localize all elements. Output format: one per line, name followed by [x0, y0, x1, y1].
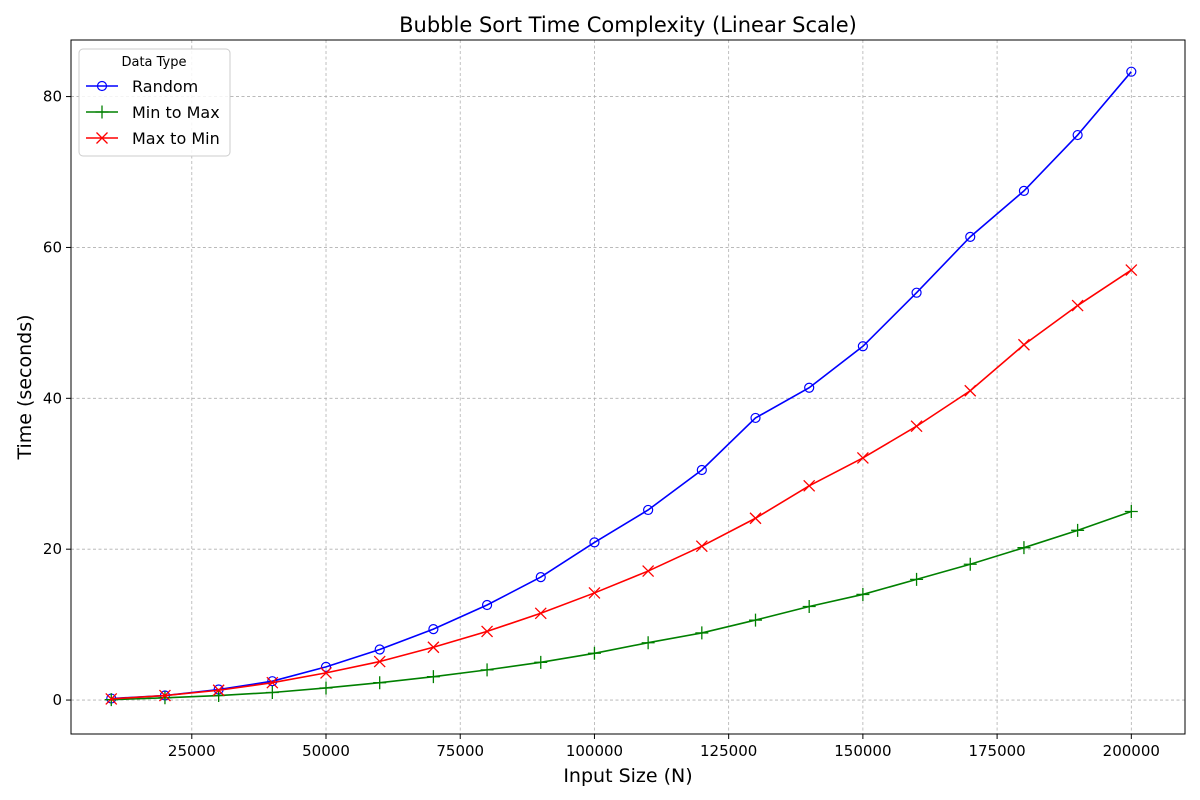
- data-point: [1071, 299, 1084, 312]
- y-tick-label: 20: [43, 540, 62, 558]
- x-axis-ticks: 25000 50000 75000 100000 125000 150000 175000 2…: [168, 734, 1160, 760]
- data-point: [534, 655, 548, 669]
- data-point: [481, 599, 493, 611]
- legend: Data Type Random Min to Max Max to Min: [78, 48, 231, 157]
- data-point: [320, 661, 332, 672]
- data-point: [1125, 264, 1138, 277]
- data-point: [963, 557, 977, 571]
- y-axis-title: Time (seconds): [14, 314, 36, 460]
- series-layer: [104, 66, 1138, 707]
- data-point: [589, 537, 600, 548]
- data-point: [534, 607, 547, 620]
- data-point: [319, 681, 333, 695]
- data-point: [1018, 185, 1030, 196]
- data-point: [588, 586, 601, 599]
- x-tick-label: 50000: [302, 742, 350, 760]
- x-tick-label: 100000: [566, 742, 623, 760]
- data-point: [856, 587, 870, 601]
- legend-item-random: Random: [86, 77, 198, 96]
- legend-box: [78, 48, 231, 157]
- data-point: [428, 624, 439, 635]
- data-point: [910, 420, 923, 433]
- x-tick-label: 25000: [168, 742, 216, 760]
- data-point: [320, 666, 332, 679]
- x-tick-label: 175000: [968, 742, 1025, 760]
- data-point: [373, 676, 387, 690]
- legend-item-max-to-min: Max to Min: [86, 129, 220, 148]
- data-point: [804, 382, 815, 393]
- data-point: [642, 565, 655, 578]
- data-point: [1017, 338, 1030, 351]
- legend-label: Max to Min: [132, 129, 220, 148]
- y-tick-label: 40: [43, 389, 62, 407]
- series-max-to-min: [105, 264, 1138, 705]
- legend-title: Data Type: [121, 55, 186, 70]
- x-axis-title: Input Size (N): [563, 765, 692, 787]
- data-point: [643, 504, 654, 516]
- data-point: [695, 540, 708, 553]
- data-point: [802, 600, 816, 614]
- x-tick-label: 75000: [436, 742, 484, 760]
- data-point: [1124, 504, 1138, 518]
- data-point: [158, 689, 171, 702]
- data-point: [1126, 66, 1137, 77]
- chart-title: Bubble Sort Time Complexity (Linear Scal…: [399, 13, 857, 37]
- series-min-to-max: [104, 504, 1138, 707]
- data-point: [641, 636, 655, 650]
- plot-frame: [70, 39, 1186, 735]
- data-point: [1072, 129, 1083, 141]
- data-point: [480, 663, 494, 677]
- grid: [71, 40, 1185, 734]
- data-point: [1017, 541, 1031, 555]
- data-point: [695, 626, 709, 640]
- data-point: [965, 231, 976, 242]
- data-point: [265, 686, 279, 700]
- legend-label: Min to Max: [132, 103, 220, 122]
- data-point: [266, 676, 279, 689]
- data-point: [427, 641, 440, 654]
- data-point: [856, 451, 869, 464]
- series-line: [111, 71, 1132, 700]
- data-point: [911, 287, 922, 298]
- data-point: [750, 412, 761, 424]
- data-point: [749, 613, 763, 627]
- data-point: [749, 512, 762, 525]
- data-point: [158, 691, 172, 705]
- legend-item-min-to-max: Min to Max: [86, 103, 220, 122]
- data-point: [426, 670, 440, 684]
- y-tick-label: 0: [52, 691, 62, 709]
- data-point: [1071, 523, 1085, 537]
- data-point: [857, 341, 868, 352]
- y-tick-label: 60: [43, 238, 62, 256]
- data-point: [587, 646, 601, 660]
- y-axis-ticks: 0 20 40 60 80: [43, 88, 71, 709]
- data-point: [374, 644, 385, 655]
- x-tick-label: 200000: [1103, 742, 1160, 760]
- data-point: [481, 625, 494, 638]
- data-point: [105, 692, 118, 705]
- legend-label: Random: [132, 77, 198, 96]
- series-line: [111, 510, 1132, 701]
- x-tick-label: 125000: [700, 742, 757, 760]
- series-line: [111, 269, 1132, 700]
- data-point: [535, 571, 546, 583]
- series-random: [106, 66, 1137, 704]
- data-point: [803, 479, 816, 492]
- data-point: [212, 684, 225, 697]
- legend-marker: [96, 80, 108, 92]
- data-point: [212, 689, 226, 703]
- x-tick-label: 150000: [834, 742, 891, 760]
- legend-marker: [96, 132, 108, 144]
- legend-marker: [95, 105, 109, 119]
- data-point: [910, 572, 924, 586]
- legend-items: Random Min to Max Max to Min: [86, 77, 220, 148]
- data-point: [696, 464, 707, 476]
- data-point: [964, 384, 977, 397]
- data-point: [373, 655, 386, 668]
- y-tick-label: 80: [43, 88, 62, 106]
